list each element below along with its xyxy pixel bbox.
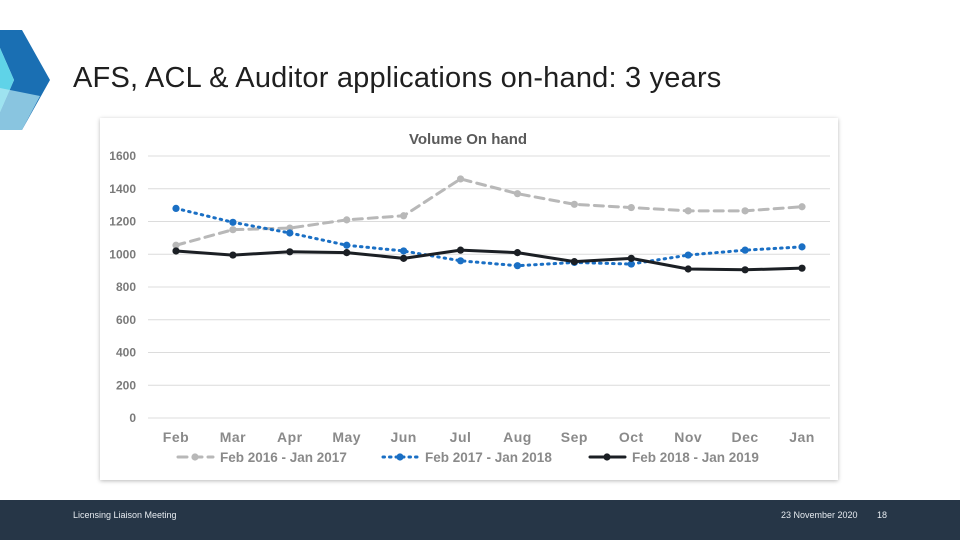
data-point [684, 207, 692, 215]
data-point [627, 254, 635, 262]
x-tick-label: May [332, 429, 361, 445]
data-point [456, 246, 465, 254]
data-point [513, 190, 522, 198]
data-point [400, 247, 408, 255]
line-chart: Volume On hand 0 200 400 600 800 1000 1200 1400… [109, 131, 830, 465]
data-point [172, 204, 180, 212]
data-point [456, 257, 465, 265]
y-tick-label: 0 [129, 411, 136, 425]
footer-bar: Licensing Liaison Meeting 23 November 20… [0, 500, 960, 540]
x-tick-label: Jun [390, 429, 416, 445]
legend-label: Feb 2017 - Jan 2018 [425, 450, 552, 465]
series-3 [172, 246, 806, 274]
legend-item: Feb 2017 - Jan 2018 [381, 450, 552, 465]
data-point [286, 248, 294, 256]
data-point [400, 254, 408, 262]
data-point [741, 266, 749, 274]
chart-panel: Volume On hand 0 200 400 600 800 1000 1200 1400… [100, 118, 838, 480]
legend-marker [191, 453, 199, 461]
y-tick-label: 1000 [109, 247, 136, 261]
x-tick-label: Feb [163, 429, 189, 445]
x-tick-label: Aug [503, 429, 532, 445]
data-point [684, 251, 692, 259]
y-tick-label: 1400 [109, 182, 136, 196]
chart-title: Volume On hand [409, 131, 527, 148]
data-point [684, 265, 692, 273]
data-point [172, 241, 180, 249]
data-point [456, 175, 465, 183]
data-point [798, 203, 806, 211]
x-tick-label: Jul [450, 429, 472, 445]
footer-date: 23 November 2020 [781, 510, 858, 520]
x-tick-label: Jan [789, 429, 815, 445]
y-tick-label: 1200 [109, 215, 136, 229]
data-point [229, 251, 237, 259]
x-tick-label: Mar [220, 429, 246, 445]
data-point [627, 203, 635, 212]
x-tick-label: Dec [731, 429, 758, 445]
slide-title: AFS, ACL & Auditor applications on-hand:… [73, 62, 722, 94]
x-tick-label: Oct [619, 429, 644, 445]
series-line [174, 177, 804, 247]
legend-item: Feb 2016 - Jan 2017 [176, 450, 347, 465]
legend-item: Feb 2018 - Jan 2019 [588, 450, 759, 465]
data-point [400, 212, 408, 220]
series-line [174, 206, 804, 268]
x-tick-label: Apr [277, 429, 303, 445]
legend-marker [396, 453, 404, 461]
data-point [229, 218, 237, 226]
y-tick-label: 800 [116, 280, 136, 294]
data-point [570, 200, 578, 208]
data-point [570, 258, 578, 266]
data-point [741, 246, 749, 254]
data-point [513, 249, 522, 257]
data-point [172, 247, 180, 255]
data-point [286, 229, 294, 237]
chevron-logo-icon [0, 30, 50, 130]
legend-label: Feb 2016 - Jan 2017 [220, 450, 347, 465]
data-point [343, 241, 351, 249]
series-line [174, 248, 804, 272]
data-point [229, 226, 237, 234]
legend-label: Feb 2018 - Jan 2019 [632, 450, 759, 465]
legend-marker [603, 453, 611, 461]
y-tick-label: 600 [116, 313, 136, 327]
x-tick-label: Nov [674, 429, 702, 445]
data-point [627, 260, 635, 268]
x-tick-label: Sep [561, 429, 588, 445]
data-point [343, 249, 351, 257]
y-tick-label: 400 [116, 346, 136, 360]
footer-meeting-name: Licensing Liaison Meeting [73, 510, 177, 520]
data-point [798, 243, 806, 251]
series-2 [172, 204, 806, 270]
y-tick-label: 1600 [109, 149, 136, 163]
page-number: 18 [877, 510, 888, 520]
series-1 [172, 175, 806, 249]
data-point [741, 207, 749, 215]
data-point [343, 216, 351, 224]
data-point [513, 262, 522, 270]
y-tick-label: 200 [116, 378, 136, 392]
data-point [798, 264, 806, 272]
